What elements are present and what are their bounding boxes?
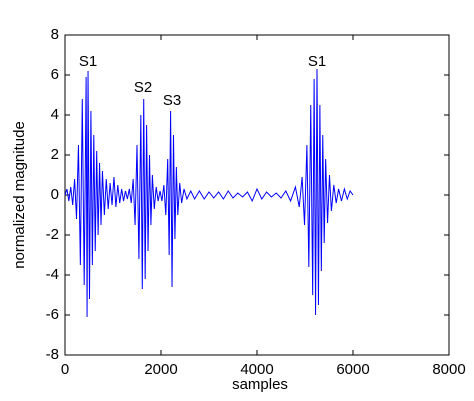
y-tick-label: 4 (51, 106, 59, 123)
annotation: S1 (79, 53, 97, 70)
y-tick-label: -4 (46, 266, 59, 283)
y-tick-label: -6 (46, 306, 59, 323)
annotation: S3 (163, 92, 181, 109)
y-tick-label: 8 (51, 26, 59, 43)
y-axis-label: normalized magnitude (11, 121, 28, 269)
x-tick-label: 0 (61, 361, 69, 378)
y-tick-label: 0 (51, 186, 59, 203)
y-tick-label: -8 (46, 346, 59, 363)
x-tick-label: 2000 (144, 361, 177, 378)
y-tick-label: -2 (46, 226, 59, 243)
x-axis-label: samples (232, 376, 288, 393)
signal-line (64, 68, 354, 318)
y-tick-label: 2 (51, 146, 59, 163)
x-tick-label: 4000 (240, 361, 273, 378)
x-tick-label: 8000 (432, 361, 465, 378)
annotation: S2 (134, 79, 152, 96)
y-tick-label: 6 (51, 66, 59, 83)
x-tick-label: 6000 (336, 361, 369, 378)
annotation: S1 (308, 53, 326, 70)
